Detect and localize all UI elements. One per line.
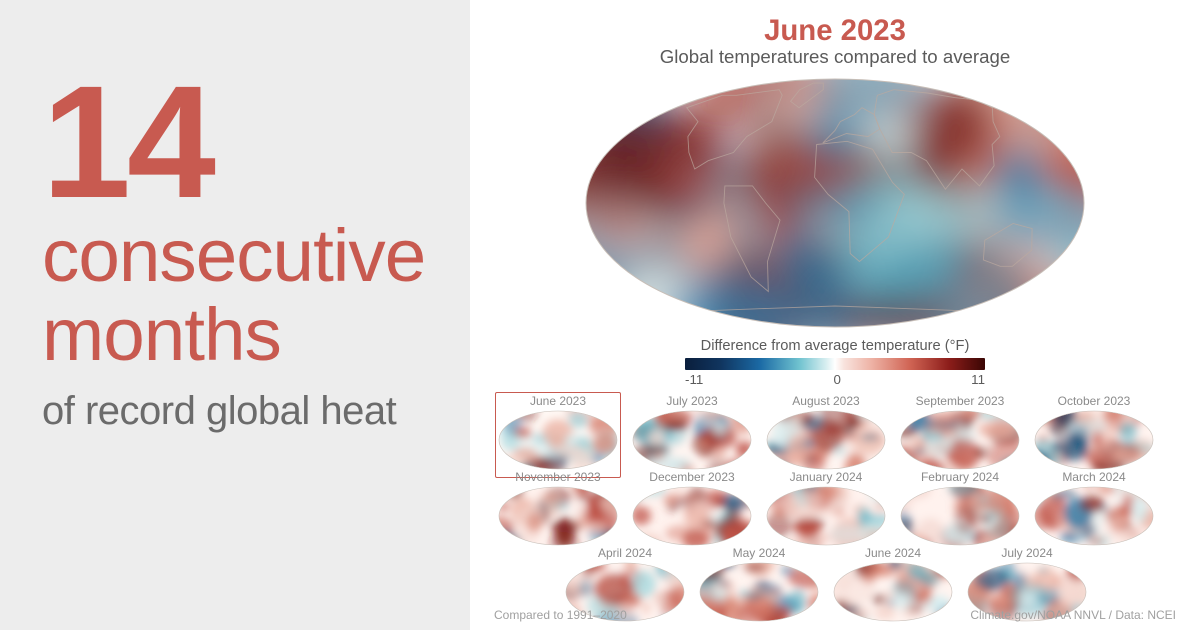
thumbnail-month[interactable]: October 2023 — [1031, 392, 1157, 478]
globe-icon — [766, 486, 886, 546]
thumbnail-month[interactable]: August 2023 — [763, 392, 889, 478]
globe-icon — [498, 410, 618, 470]
maps-panel: June 2023 Global temperatures compared t… — [470, 0, 1200, 630]
thumbnail-label: December 2023 — [632, 470, 752, 484]
color-legend: Difference from average temperature (°F)… — [470, 338, 1200, 387]
map-title: June 2023 — [470, 14, 1200, 48]
thumbnail-month[interactable]: March 2024 — [1031, 468, 1157, 554]
thumbnail-label: November 2023 — [498, 470, 618, 484]
globe-icon — [699, 562, 819, 622]
thumbnail-month[interactable]: June 2024 — [830, 544, 956, 630]
subhead: of record global heat — [42, 389, 434, 434]
globe-icon — [498, 486, 618, 546]
thumbnail-label: June 2023 — [498, 394, 618, 408]
footer-left: Compared to 1991–2020 — [494, 608, 627, 622]
thumbnail-label: May 2024 — [699, 546, 819, 560]
thumbnail-month[interactable]: November 2023 — [495, 468, 621, 554]
globe-icon — [833, 562, 953, 622]
legend-max: 11 — [971, 372, 985, 387]
thumbnail-label: January 2024 — [766, 470, 886, 484]
globe-icon — [632, 410, 752, 470]
legend-min: -11 — [685, 372, 703, 387]
thumbnail-month[interactable]: September 2023 — [897, 392, 1023, 478]
big-number: 14 — [42, 70, 434, 214]
globe-icon — [632, 486, 752, 546]
headline-line2: months — [42, 297, 434, 372]
globe-icon — [900, 486, 1020, 546]
thumbnail-label: February 2024 — [900, 470, 1020, 484]
thumbnail-label: October 2023 — [1034, 394, 1154, 408]
thumbnail-month[interactable]: May 2024 — [696, 544, 822, 630]
globe-icon — [585, 78, 1085, 328]
legend-mid: 0 — [834, 372, 841, 387]
thumbnail-month[interactable]: June 2023 — [495, 392, 621, 478]
map-subtitle: Global temperatures compared to average — [470, 46, 1200, 68]
thumbnail-label: March 2024 — [1034, 470, 1154, 484]
legend-bar — [685, 358, 985, 370]
thumbnail-label: April 2024 — [565, 546, 685, 560]
headline-panel: 14 consecutive months of record global h… — [0, 0, 470, 630]
headline-line1: consecutive — [42, 218, 434, 293]
legend-labels: -11 0 11 — [685, 372, 985, 387]
infographic-root: 14 consecutive months of record global h… — [0, 0, 1200, 630]
thumbnail-label: June 2024 — [833, 546, 953, 560]
legend-title: Difference from average temperature (°F) — [470, 338, 1200, 354]
thumbnail-label: July 2024 — [967, 546, 1087, 560]
globe-icon — [766, 410, 886, 470]
footer-right: Climate.gov/NOAA NNVL / Data: NCEI — [970, 608, 1176, 622]
thumbnail-month[interactable]: July 2023 — [629, 392, 755, 478]
globe-icon — [900, 410, 1020, 470]
thumbnail-label: August 2023 — [766, 394, 886, 408]
globe-icon — [1034, 410, 1154, 470]
thumbnail-month[interactable]: February 2024 — [897, 468, 1023, 554]
main-globe-map — [585, 78, 1085, 328]
thumbnail-label: September 2023 — [900, 394, 1020, 408]
thumbnail-label: July 2023 — [632, 394, 752, 408]
thumbnail-month[interactable]: December 2023 — [629, 468, 755, 554]
thumbnail-month[interactable]: January 2024 — [763, 468, 889, 554]
globe-icon — [1034, 486, 1154, 546]
